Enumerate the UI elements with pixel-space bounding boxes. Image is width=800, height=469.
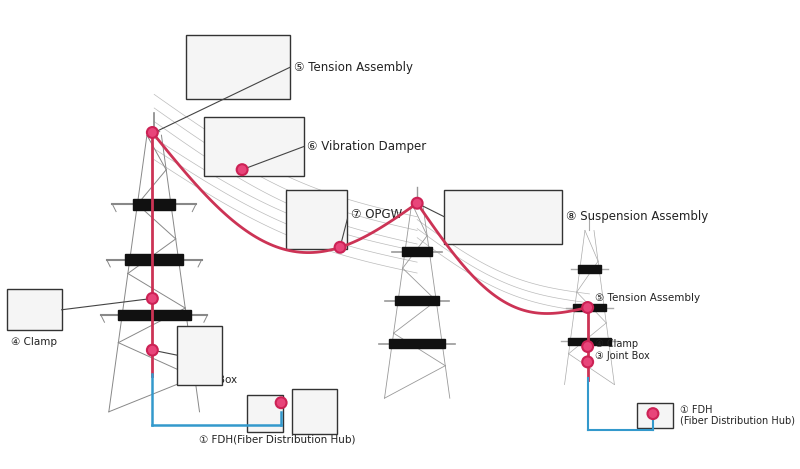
Text: ⑦ OPGW: ⑦ OPGW (351, 208, 402, 221)
Circle shape (582, 356, 593, 367)
Circle shape (334, 242, 346, 253)
Circle shape (147, 293, 158, 304)
Text: FDH
cabinet: FDH cabinet (305, 407, 325, 417)
Text: ③ Joint Box: ③ Joint Box (595, 350, 650, 361)
Bar (573, 304, 606, 311)
Text: ⑥ Vibration Damper: ⑥ Vibration Damper (307, 140, 426, 153)
Bar (578, 265, 601, 272)
Bar (126, 254, 183, 265)
FancyBboxPatch shape (177, 325, 222, 385)
Text: ~joint
box~: ~joint box~ (190, 350, 209, 361)
Bar (133, 199, 175, 210)
Bar (390, 339, 445, 348)
Text: ~damper~: ~damper~ (234, 144, 274, 150)
Circle shape (147, 345, 158, 356)
FancyBboxPatch shape (286, 189, 347, 249)
Text: ③ Joint Box: ③ Joint Box (178, 375, 237, 385)
Text: ④ Clamp: ④ Clamp (595, 339, 638, 349)
Circle shape (647, 408, 658, 419)
FancyBboxPatch shape (204, 117, 304, 176)
Circle shape (582, 341, 593, 352)
Circle shape (582, 302, 593, 313)
Bar (569, 338, 610, 345)
FancyBboxPatch shape (246, 395, 283, 432)
Circle shape (276, 397, 286, 408)
Text: ⑤ Tension Assembly: ⑤ Tension Assembly (294, 61, 413, 74)
Circle shape (412, 198, 422, 209)
Bar (402, 248, 432, 257)
FancyBboxPatch shape (444, 189, 562, 244)
FancyBboxPatch shape (7, 289, 62, 330)
Text: (Fiber Distribution Hub): (Fiber Distribution Hub) (680, 416, 795, 426)
Text: ⑧ Suspension Assembly: ⑧ Suspension Assembly (566, 210, 708, 223)
Text: ~clamp~: ~clamp~ (18, 307, 51, 313)
FancyBboxPatch shape (637, 403, 673, 428)
Bar (118, 310, 190, 320)
Circle shape (147, 127, 158, 138)
Text: ④ Clamp: ④ Clamp (11, 337, 57, 347)
Bar (395, 296, 439, 305)
Circle shape (237, 164, 247, 175)
Text: ~OPGW~: ~OPGW~ (300, 216, 334, 222)
Text: ⑤ Tension Assembly: ⑤ Tension Assembly (595, 294, 700, 303)
Text: ① FDH: ① FDH (680, 405, 713, 415)
Text: ~suspension~: ~suspension~ (478, 214, 529, 220)
FancyBboxPatch shape (292, 389, 338, 434)
Text: ① FDH(Fiber Distribution Hub): ① FDH(Fiber Distribution Hub) (199, 434, 356, 444)
Text: ~tension~: ~tension~ (219, 64, 257, 70)
FancyBboxPatch shape (186, 36, 290, 99)
Text: FDH: FDH (259, 411, 270, 416)
